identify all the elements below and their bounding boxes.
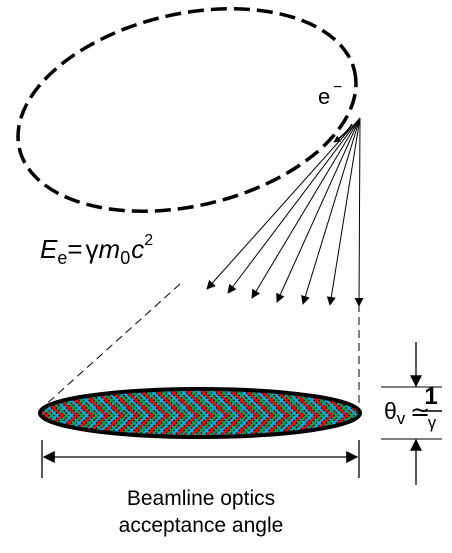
electron-orbit	[16, 7, 358, 213]
svg-text:γ: γ	[428, 413, 437, 432]
radiation-ray-arrow	[326, 117, 361, 306]
radiation-ray-arrow	[206, 117, 361, 290]
svg-text:e: e	[318, 84, 330, 109]
theta-v-dimension	[381, 342, 442, 485]
radiation-ray-arrow	[301, 117, 361, 305]
acceptance-label-line2: acceptance angle	[119, 514, 284, 537]
cone-left-edge	[41, 283, 181, 409]
svg-text:≃: ≃	[410, 399, 430, 426]
svg-text:−: −	[333, 79, 342, 96]
radiation-ray-arrow	[354, 117, 364, 307]
electron-direction-arrow	[333, 123, 353, 143]
energy-equation: Ee= γm0c2	[40, 232, 153, 268]
acceptance-label-line1: Beamline optics	[127, 487, 275, 510]
electron-label: e −	[318, 79, 342, 109]
beam-footprint	[38, 387, 362, 439]
radiation-fan	[206, 117, 364, 307]
svg-text:1: 1	[424, 383, 437, 410]
acceptance-dimension	[41, 440, 360, 478]
svg-text:θv: θv	[384, 398, 406, 428]
radiation-ray-arrow	[251, 117, 361, 299]
radiation-ray-arrow	[276, 117, 361, 303]
theta-equation: θv ≃ 1 γ	[384, 383, 442, 432]
radiation-ray-arrow	[227, 117, 361, 294]
